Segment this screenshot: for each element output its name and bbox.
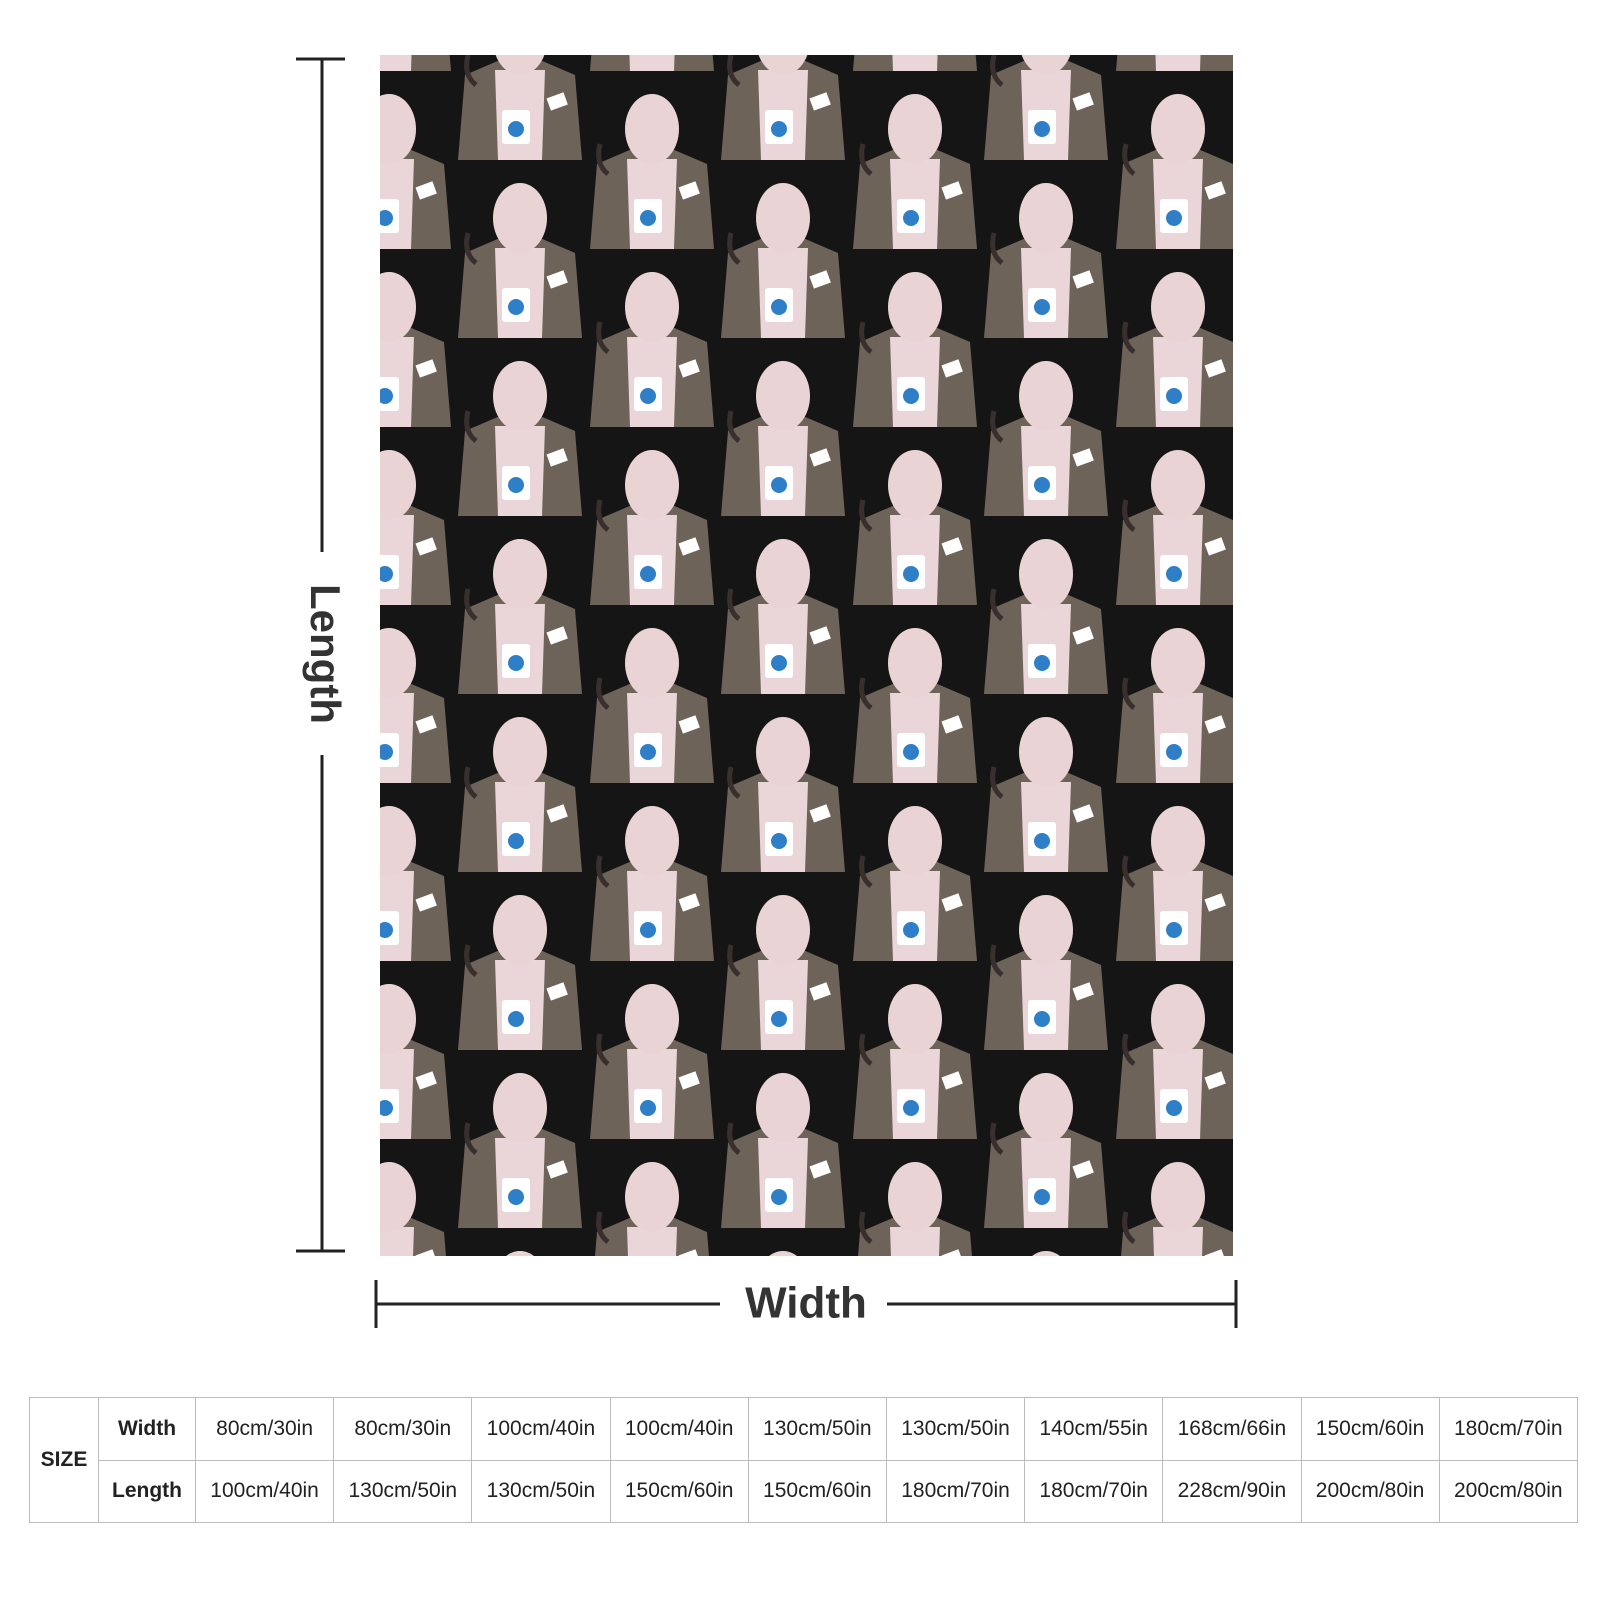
size-value: 200cm/80in xyxy=(1438,1459,1578,1523)
row-label: Width xyxy=(98,1397,196,1461)
row-label: Length xyxy=(98,1459,196,1523)
size-value: 180cm/70in xyxy=(1024,1459,1164,1523)
width-label: Width xyxy=(745,1279,867,1328)
size-value: 130cm/50in xyxy=(747,1397,887,1461)
size-value: 200cm/80in xyxy=(1300,1459,1440,1523)
width-indicator xyxy=(374,1280,1238,1328)
size-value: 150cm/60in xyxy=(747,1459,887,1523)
size-row: SIZE Width 80cm/30in 80cm/30in 100cm/40in 100… xyxy=(29,1397,1578,1523)
size-value: 130cm/50in xyxy=(471,1459,611,1523)
size-value: 140cm/55in xyxy=(1024,1397,1164,1461)
length-indicator xyxy=(296,57,345,1253)
size-value: 180cm/70in xyxy=(885,1459,1026,1523)
size-table: SIZE Width 80cm/30in 80cm/30in 100cm/40in 100… xyxy=(29,1397,1578,1523)
size-value: 80cm/30in xyxy=(333,1397,473,1461)
size-value: 150cm/60in xyxy=(609,1459,749,1523)
size-value: 150cm/60in xyxy=(1300,1397,1440,1461)
product-image: Length Width xyxy=(296,55,1238,1328)
size-value: 80cm/30in xyxy=(194,1397,335,1461)
size-value: 130cm/50in xyxy=(885,1397,1026,1461)
size-row: Length 100cm/40in 130cm/50in 130cm/50in 150c… xyxy=(30,1459,1578,1523)
size-value: 100cm/40in xyxy=(471,1397,611,1461)
size-header: SIZE xyxy=(29,1397,99,1523)
size-value: 228cm/90in xyxy=(1162,1459,1302,1523)
size-value: 100cm/40in xyxy=(194,1459,335,1523)
size-value: 168cm/66in xyxy=(1162,1397,1302,1461)
size-value: 130cm/50in xyxy=(333,1459,473,1523)
size-value: 100cm/40in xyxy=(609,1397,749,1461)
length-label: Length xyxy=(302,584,349,724)
size-value: 180cm/70in xyxy=(1438,1397,1578,1461)
blanket-pattern xyxy=(380,55,1233,1256)
